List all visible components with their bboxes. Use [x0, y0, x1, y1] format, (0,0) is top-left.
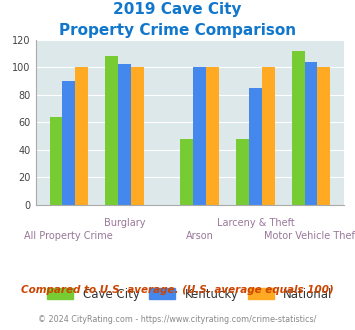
- Bar: [317, 67, 330, 205]
- Text: 2019 Cave City: 2019 Cave City: [113, 2, 242, 16]
- Text: Property Crime Comparison: Property Crime Comparison: [59, 23, 296, 38]
- Text: Burglary: Burglary: [104, 218, 145, 228]
- Bar: [180, 139, 193, 205]
- Bar: [292, 50, 305, 205]
- Bar: [75, 67, 88, 205]
- Bar: [105, 56, 118, 205]
- Bar: [305, 62, 317, 205]
- Bar: [193, 67, 206, 205]
- Text: Compared to U.S. average. (U.S. average equals 100): Compared to U.S. average. (U.S. average …: [21, 285, 334, 295]
- Bar: [206, 67, 219, 205]
- Text: Arson: Arson: [186, 231, 214, 241]
- Text: All Property Crime: All Property Crime: [24, 231, 113, 241]
- Text: © 2024 CityRating.com - https://www.cityrating.com/crime-statistics/: © 2024 CityRating.com - https://www.city…: [38, 315, 317, 324]
- Bar: [50, 116, 62, 205]
- Bar: [249, 88, 262, 205]
- Bar: [118, 64, 131, 205]
- Text: Larceny & Theft: Larceny & Theft: [217, 218, 294, 228]
- Bar: [131, 67, 144, 205]
- Bar: [262, 67, 275, 205]
- Bar: [236, 139, 249, 205]
- Legend: Cave City, Kentucky, National: Cave City, Kentucky, National: [43, 283, 337, 306]
- Text: Motor Vehicle Theft: Motor Vehicle Theft: [264, 231, 355, 241]
- Bar: [62, 81, 75, 205]
